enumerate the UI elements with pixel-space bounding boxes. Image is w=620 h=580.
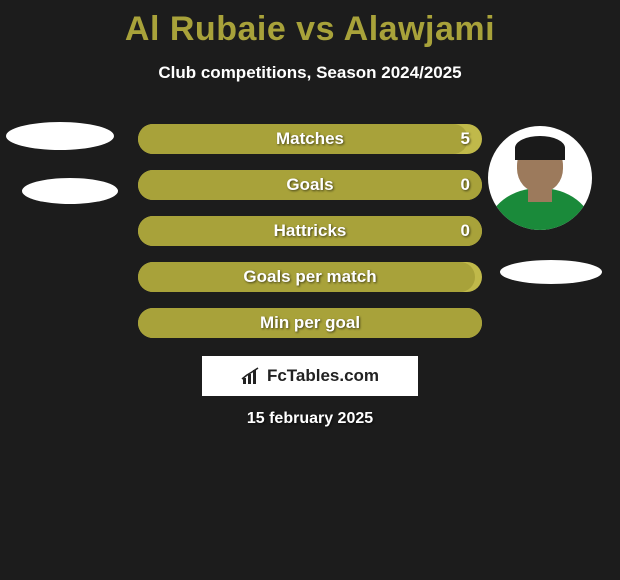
comparison-subtitle: Club competitions, Season 2024/2025	[0, 63, 620, 83]
stat-label: Min per goal	[138, 313, 482, 333]
player-left-badge-1	[6, 122, 114, 150]
chart-icon	[241, 367, 263, 385]
stat-row-goals: Goals0	[138, 170, 482, 200]
stat-bars: Matches5Goals0Hattricks0Goals per matchM…	[138, 124, 482, 354]
stat-row-hattricks: Hattricks0	[138, 216, 482, 246]
stat-value: 5	[461, 129, 470, 149]
stat-value: 0	[461, 221, 470, 241]
stat-label: Goals	[138, 175, 482, 195]
avatar-hair	[515, 136, 565, 160]
stat-label: Matches	[138, 129, 482, 149]
stat-label: Hattricks	[138, 221, 482, 241]
player-left-badge-2	[22, 178, 118, 204]
player-right-avatar	[488, 126, 592, 230]
stat-row-goals-per-match: Goals per match	[138, 262, 482, 292]
player-right-badge	[500, 260, 602, 284]
site-logo: FcTables.com	[202, 356, 418, 396]
comparison-date: 15 february 2025	[0, 410, 620, 428]
stat-label: Goals per match	[138, 267, 482, 287]
stat-row-matches: Matches5	[138, 124, 482, 154]
site-logo-text: FcTables.com	[267, 366, 379, 386]
comparison-title: Al Rubaie vs Alawjami	[0, 0, 620, 49]
stat-value: 0	[461, 175, 470, 195]
stat-row-min-per-goal: Min per goal	[138, 308, 482, 338]
